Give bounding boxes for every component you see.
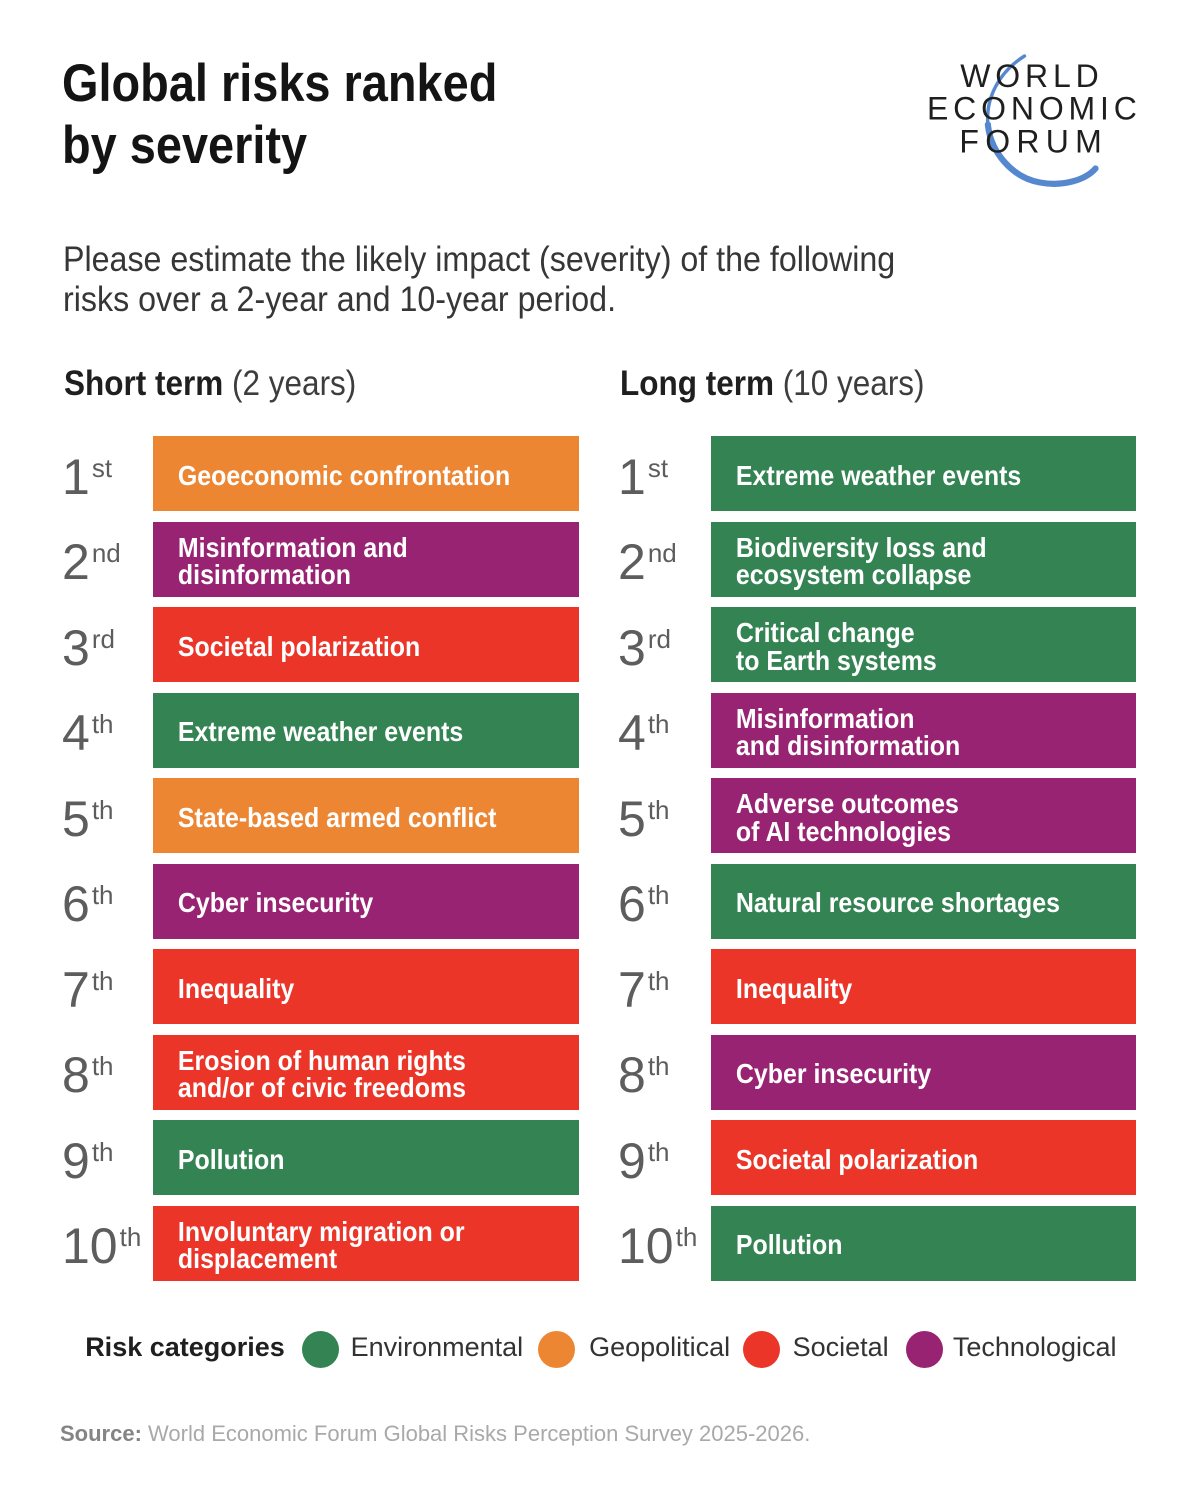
svg-text:FORUM: FORUM	[959, 124, 1108, 160]
svg-text:WORLD: WORLD	[960, 58, 1103, 94]
svg-text:ECONOMIC: ECONOMIC	[927, 90, 1142, 126]
